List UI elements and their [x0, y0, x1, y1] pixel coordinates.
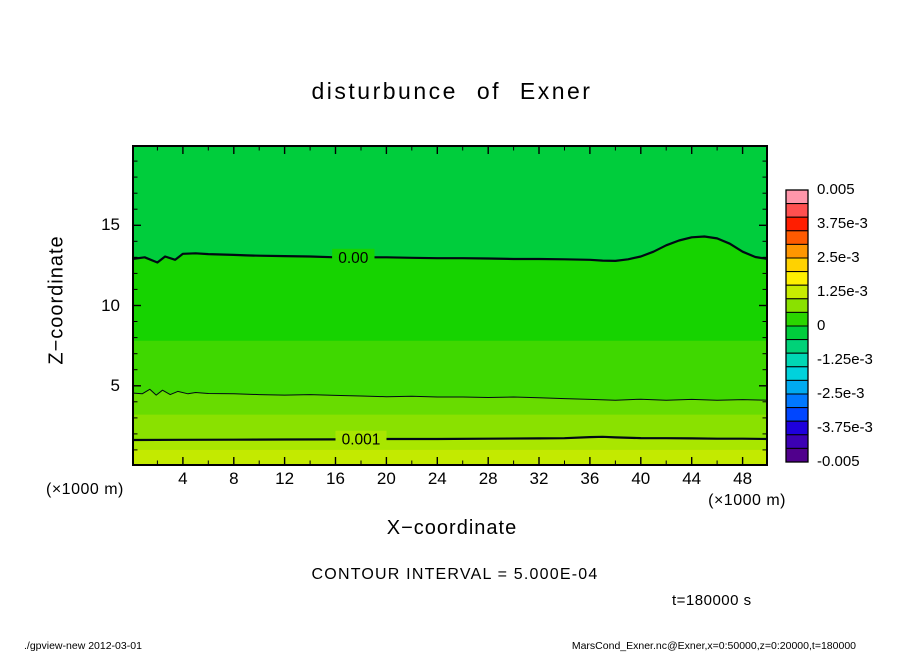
x-tick-label: 44 [682, 469, 702, 488]
colorbar-box [785, 189, 809, 205]
x-tick-label: 12 [275, 469, 295, 488]
colorbar-box [785, 325, 809, 341]
colorbar-box [785, 379, 809, 395]
colorbar-tick-label: -3.75e-3 [817, 419, 873, 436]
footer-source-label: MarsCond_Exner.nc@Exner,x=0:50000,z=0:20… [571, 640, 856, 652]
colorbar-box [785, 393, 809, 409]
colorbar-box [785, 216, 809, 232]
colorbar-tick-label: 3.75e-3 [817, 215, 868, 232]
colorbar-box [785, 407, 809, 422]
colorbar-tick-label: 0 [817, 317, 826, 334]
y-axis-unit-label: (×1000 m) [46, 481, 124, 498]
colorbar-box [785, 420, 809, 436]
colorbar-box [785, 203, 809, 218]
colorbar-tick-label: -0.005 [817, 453, 860, 470]
contour-label: 0.001 [342, 432, 381, 449]
contour-label-bg [335, 430, 387, 448]
colorbar-box [785, 352, 809, 368]
x-axis-tick-labels: 4 8 12 16 20 24 28 32 36 40 44 48 [132, 469, 768, 491]
x-tick-label: 16 [326, 469, 345, 488]
contour-line-0.00 [131, 235, 769, 264]
colorbar [785, 189, 810, 469]
colorbar-box [785, 311, 809, 327]
y-tick-label: 10 [101, 295, 120, 315]
colorbar-frame [785, 189, 809, 463]
footer-command-label: ./gpview-new 2012-03-01 [24, 640, 142, 652]
colorbar-box [785, 243, 809, 259]
colorbar-tick-label: -1.25e-3 [817, 351, 873, 368]
contour-label-bg [332, 248, 375, 266]
contour-label: 0.00 [338, 250, 369, 267]
colorbar-tick-label: 0.005 [817, 181, 855, 198]
y-axis-tick-labels: 5 10 15 [58, 145, 122, 466]
colorbar-box [785, 366, 809, 381]
contour-line-0.001 [131, 435, 769, 442]
time-label: t=180000 s [672, 592, 752, 609]
x-tick-label: 4 [178, 469, 188, 488]
x-axis-label: X−coordinate [386, 517, 518, 539]
x-tick-label: 32 [529, 469, 549, 488]
colorbar-box [785, 447, 809, 463]
x-axis-unit-label: (×1000 m) [708, 492, 786, 509]
x-tick-label: 36 [580, 469, 600, 488]
colorbar-tick-labels: 0.005 3.75e-3 2.5e-3 1.25e-3 0 -1.25e-3 -2.5e-… [817, 181, 904, 470]
contour-interval-label: CONTOUR INTERVAL = 5.000E-04 [311, 566, 599, 583]
colorbar-tick-label: -2.5e-3 [817, 385, 865, 402]
colorbar-box [785, 298, 809, 313]
colorbar-box [785, 434, 809, 449]
plot-frame [132, 145, 768, 466]
colorbar-box [785, 230, 809, 245]
colorbar-box [785, 284, 809, 300]
x-tick-label: 20 [376, 469, 396, 488]
contour-plot-area: 0.00 0.001 [131, 145, 769, 466]
x-tick-label: 40 [631, 469, 651, 488]
x-tick-label: 28 [478, 469, 498, 488]
y-tick-label: 15 [101, 215, 120, 235]
x-tick-label: 48 [733, 469, 753, 488]
filled-band [132, 449, 768, 466]
contour-line-0.0005 [131, 388, 769, 401]
colorbar-tick-label: 1.25e-3 [817, 283, 868, 300]
chart-title: disturbunce of Exner [311, 78, 593, 104]
x-tick-label: 8 [229, 469, 239, 488]
colorbar-box [785, 271, 809, 286]
colorbar-box [785, 257, 809, 273]
x-tick-label: 24 [427, 469, 447, 488]
y-tick-label: 5 [110, 375, 120, 395]
colorbar-box [785, 339, 809, 354]
colorbar-tick-label: 2.5e-3 [817, 249, 860, 266]
